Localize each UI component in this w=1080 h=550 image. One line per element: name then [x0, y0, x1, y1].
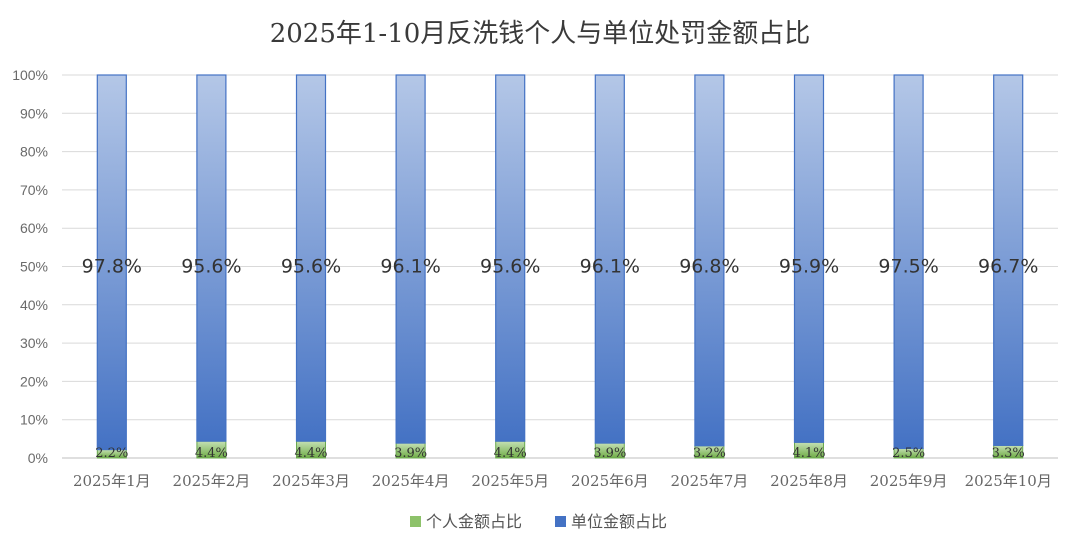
bar-organization — [395, 74, 426, 444]
legend-swatch-organization — [555, 516, 566, 527]
x-tick-label: 2025年5月 — [471, 472, 549, 490]
data-label-organization: 97.8% — [82, 256, 142, 278]
x-tick-label: 2025年6月 — [571, 472, 649, 490]
data-label-organization: 96.8% — [679, 256, 739, 278]
bar-organization — [793, 74, 825, 443]
data-label-individual: 3.9% — [593, 446, 626, 461]
x-tick-label: 2025年2月 — [173, 472, 251, 490]
bar-organization — [993, 74, 1024, 446]
legend: 个人金额占比 单位金额占比 — [410, 512, 667, 531]
data-label-individual: 3.9% — [394, 446, 427, 461]
y-tick-label: 100% — [12, 67, 48, 83]
bar-organization — [893, 74, 924, 450]
data-label-organization: 96.1% — [380, 256, 440, 278]
data-label-organization: 96.1% — [580, 256, 640, 278]
data-label-individual: 3.2% — [693, 446, 726, 461]
data-label-organization: 95.6% — [480, 256, 540, 278]
x-tick-label: 2025年10月 — [965, 472, 1052, 490]
legend-label-organization: 单位金额占比 — [571, 512, 667, 531]
data-label-individual: 2.5% — [892, 446, 925, 461]
y-tick-label: 90% — [20, 105, 48, 121]
y-tick-label: 10% — [20, 412, 48, 428]
legend-swatch-individual — [410, 516, 421, 527]
x-axis: 2025年1月 2025年2月 2025年3月 2025年4月 2025年5月 2025年… — [73, 472, 1052, 490]
x-tick-label: 2025年9月 — [870, 472, 948, 490]
data-label-individual: 4.4% — [494, 446, 527, 461]
bar-organization — [594, 74, 625, 444]
y-tick-label: 80% — [20, 144, 48, 160]
y-tick-label: 0% — [28, 450, 48, 466]
data-label-individual: 3.3% — [992, 446, 1025, 461]
bar-organization — [96, 74, 127, 451]
data-label-organization: 95.9% — [779, 256, 839, 278]
x-tick-label: 2025年7月 — [671, 472, 749, 490]
bar-organization — [196, 74, 227, 442]
data-label-organization: 95.6% — [181, 256, 241, 278]
data-label-organization: 97.5% — [878, 256, 938, 278]
legend-label-individual: 个人金额占比 — [426, 512, 522, 531]
data-label-organization: 95.6% — [281, 256, 341, 278]
data-label-organization: 96.7% — [978, 256, 1038, 278]
bars-layer — [96, 74, 1024, 459]
y-tick-label: 70% — [20, 182, 48, 198]
x-tick-label: 2025年1月 — [73, 472, 151, 490]
y-axis: 0% 10% 20% 30% 40% 50% 60% 70% 80% 90% 100% — [12, 67, 48, 466]
chart-title: 2025年1-10月反洗钱个人与单位处罚金额占比 — [270, 19, 811, 49]
data-label-individual: 4.4% — [195, 446, 228, 461]
data-label-individual: 4.4% — [294, 446, 327, 461]
y-tick-label: 20% — [20, 373, 48, 389]
data-label-individual: 2.2% — [95, 446, 128, 461]
labels-layer: 97.8% 2.2% 95.6% 4.4% 95.6% 4.4% 96.1% 3.9% 95.6… — [82, 256, 1039, 462]
x-tick-label: 2025年3月 — [272, 472, 350, 490]
y-tick-label: 40% — [20, 297, 48, 313]
bar-organization — [694, 74, 725, 447]
grid-layer — [62, 74, 1058, 459]
y-tick-label: 50% — [20, 259, 48, 275]
bar-organization — [495, 74, 526, 442]
bar-organization — [295, 74, 327, 442]
x-tick-label: 2025年8月 — [770, 472, 848, 490]
data-label-individual: 4.1% — [792, 446, 825, 461]
x-tick-label: 2025年4月 — [372, 472, 450, 490]
y-tick-label: 60% — [20, 220, 48, 236]
y-tick-label: 30% — [20, 335, 48, 351]
